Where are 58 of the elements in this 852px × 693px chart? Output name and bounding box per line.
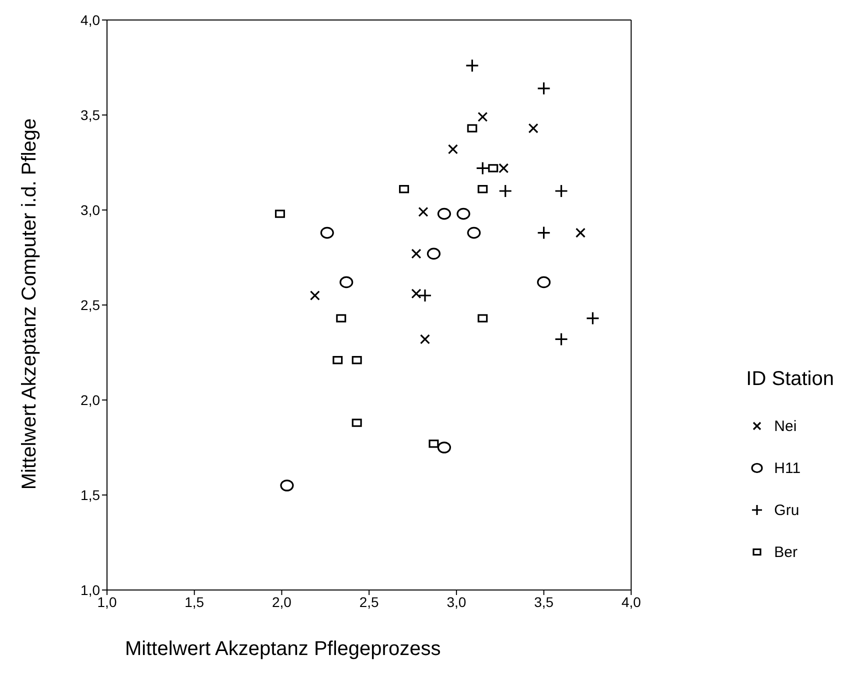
- legend-label: Gru: [774, 502, 800, 518]
- legend-title: ID Station: [746, 368, 834, 391]
- point: [332, 356, 343, 364]
- point: [274, 210, 285, 218]
- point: [426, 248, 441, 260]
- point: [411, 248, 422, 259]
- y-tick-label: 1,5: [80, 486, 100, 503]
- x-tick-label: 3,0: [446, 594, 466, 610]
- point: [498, 184, 512, 198]
- point: [586, 312, 600, 326]
- point: [576, 228, 586, 238]
- point: [476, 161, 490, 175]
- point: [478, 314, 488, 322]
- point: [336, 314, 346, 322]
- y-tick-label: 4,0: [80, 12, 100, 28]
- point: [478, 185, 488, 194]
- point: [488, 164, 498, 172]
- x-tick-label: 2,5: [359, 594, 380, 610]
- legend-label: Ber: [774, 544, 798, 560]
- point: [310, 290, 320, 300]
- point: [437, 208, 452, 220]
- x-tick-label: 3,5: [534, 594, 554, 610]
- point: [554, 332, 568, 346]
- point: [554, 184, 568, 198]
- point: [537, 82, 551, 96]
- y-axis-title: Mittelwert Akzeptanz Computer i.d. Pflege: [18, 118, 42, 490]
- point: [537, 226, 551, 240]
- point: [352, 356, 362, 364]
- point: [467, 124, 478, 132]
- point: [437, 442, 452, 454]
- y-tick-label: 2,5: [80, 296, 100, 313]
- point: [528, 123, 538, 134]
- point: [352, 418, 362, 427]
- y-tick-label: 3,0: [80, 202, 100, 218]
- legend-label: H11: [774, 460, 801, 476]
- point: [418, 206, 428, 217]
- point: [320, 226, 334, 239]
- x-tick-label: 1,5: [184, 594, 204, 610]
- legend-label: Nei: [774, 418, 797, 434]
- point: [537, 276, 551, 288]
- x-axis-title: Mittelwert Akzeptanz Pflegeprozess: [125, 638, 441, 661]
- x-tick-label: 4,0: [621, 594, 642, 610]
- y-tick-label: 2,0: [80, 392, 100, 408]
- point: [340, 276, 354, 288]
- point: [420, 334, 430, 344]
- point: [418, 288, 432, 302]
- point: [428, 440, 439, 448]
- point: [467, 226, 481, 239]
- point: [448, 144, 458, 154]
- point: [456, 208, 470, 220]
- point: [280, 480, 294, 492]
- point: [478, 112, 488, 122]
- point: [465, 58, 479, 72]
- point: [498, 163, 509, 174]
- y-tick-label: 3,5: [80, 106, 100, 123]
- point: [399, 185, 410, 194]
- point: [411, 288, 422, 299]
- x-tick-label: 2,0: [272, 594, 292, 610]
